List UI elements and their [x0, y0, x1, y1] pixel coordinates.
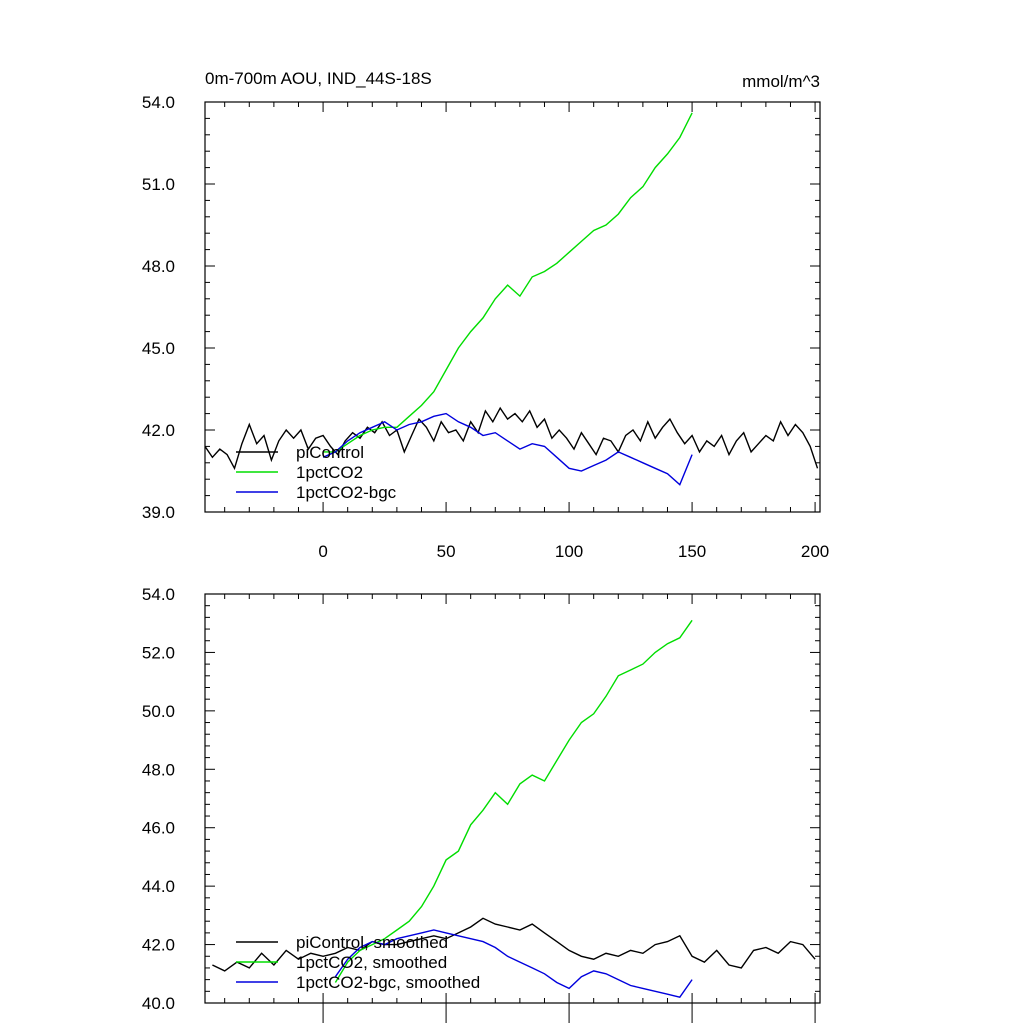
series-line-1pctco2-smoothed: [334, 619, 693, 983]
legend-label: 1pctCO2-bgc, smoothed: [296, 973, 480, 992]
legend-label: piControl, smoothed: [296, 933, 448, 952]
plot-frame: [204, 593, 821, 1004]
y-tick-label: 54.0: [142, 585, 175, 604]
plot-frame: [204, 101, 821, 513]
x-tick-label: 100: [555, 542, 583, 561]
bottom-panel: 40.0 42.0 44.0 46.0 48.0 50.0 52.0 54.0 piContro…: [142, 585, 821, 1023]
x-tick-label: 0: [318, 542, 327, 561]
legend-label: piControl: [296, 443, 364, 462]
y-tick-label: 52.0: [142, 643, 175, 662]
legend-label: 1pctCO2, smoothed: [296, 953, 447, 972]
series-line-1pctco2-bgc-smoothed: [334, 929, 693, 998]
series-line-picontrol-smoothed: [212, 917, 816, 972]
series-line-picontrol: [204, 406, 819, 471]
y-tick-label: 39.0: [142, 503, 175, 522]
y-tick-label: 54.0: [142, 93, 175, 112]
series-line-1pctco2-bgc: [322, 412, 693, 486]
y-tick-label: 51.0: [142, 175, 175, 194]
top-panel: 39.0 42.0 45.0 48.0 51.0 54.0 0 50 100 150 200 piCo…: [142, 93, 829, 561]
legend-label: 1pctCO2: [296, 463, 363, 482]
y-tick-label: 50.0: [142, 702, 175, 721]
x-tick-label: 200: [801, 542, 829, 561]
figure-units: mmol/m^3: [742, 72, 820, 91]
y-tick-label: 42.0: [142, 936, 175, 955]
series-line-1pctco2: [323, 112, 693, 453]
figure-title: 0m-700m AOU, IND_44S-18S: [205, 69, 432, 88]
legend-label: 1pctCO2-bgc: [296, 483, 397, 502]
x-tick-label: 50: [437, 542, 456, 561]
y-tick-label: 42.0: [142, 421, 175, 440]
y-tick-label: 48.0: [142, 760, 175, 779]
y-tick-label: 45.0: [142, 339, 175, 358]
y-tick-label: 44.0: [142, 877, 175, 896]
y-tick-label: 46.0: [142, 819, 175, 838]
y-tick-label: 48.0: [142, 257, 175, 276]
x-tick-label: 150: [678, 542, 706, 561]
y-tick-label: 40.0: [142, 994, 175, 1013]
